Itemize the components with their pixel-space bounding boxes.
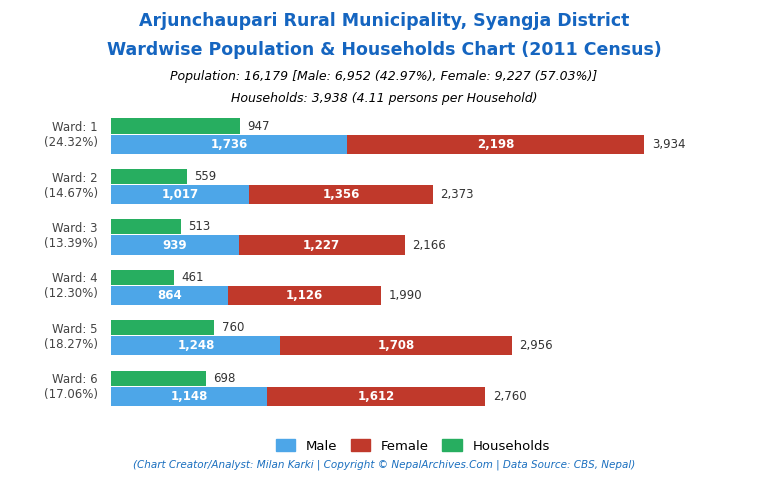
Bar [111, 169, 187, 184]
Text: 864: 864 [157, 289, 182, 302]
Bar [111, 371, 206, 386]
Text: Population: 16,179 [Male: 6,952 (42.97%), Female: 9,227 (57.03%)]: Population: 16,179 [Male: 6,952 (42.97%)… [170, 70, 598, 83]
Bar [111, 135, 346, 154]
Bar [228, 286, 381, 305]
Text: 947: 947 [247, 119, 270, 133]
Text: 1,248: 1,248 [177, 339, 214, 352]
Legend: Male, Female, Households: Male, Female, Households [270, 434, 555, 458]
Text: 2,760: 2,760 [493, 390, 526, 403]
Text: 559: 559 [194, 170, 217, 183]
Text: Wardwise Population & Households Chart (2011 Census): Wardwise Population & Households Chart (… [107, 41, 661, 59]
Text: 1,017: 1,017 [162, 188, 199, 201]
Bar [346, 135, 644, 154]
Text: 1,708: 1,708 [378, 339, 415, 352]
Text: (Chart Creator/Analyst: Milan Karki | Copyright © NepalArchives.Com | Data Sourc: (Chart Creator/Analyst: Milan Karki | Co… [133, 459, 635, 470]
Bar [111, 118, 240, 134]
Bar [239, 236, 405, 254]
Text: 461: 461 [181, 271, 204, 284]
Bar [111, 387, 267, 406]
Text: Ward: 3
(13.39%): Ward: 3 (13.39%) [44, 222, 98, 250]
Bar [111, 185, 249, 204]
Bar [267, 387, 485, 406]
Text: 1,990: 1,990 [389, 289, 422, 302]
Bar [111, 270, 174, 285]
Text: 1,356: 1,356 [323, 188, 359, 201]
Bar [280, 336, 511, 355]
Text: Ward: 4
(12.30%): Ward: 4 (12.30%) [44, 272, 98, 300]
Text: 939: 939 [163, 239, 187, 251]
Text: Ward: 1
(24.32%): Ward: 1 (24.32%) [44, 121, 98, 149]
Text: 2,198: 2,198 [477, 138, 514, 151]
Bar [111, 286, 228, 305]
Bar [111, 219, 180, 235]
Text: Ward: 6
(17.06%): Ward: 6 (17.06%) [44, 373, 98, 401]
Text: 1,126: 1,126 [286, 289, 323, 302]
Text: 2,373: 2,373 [440, 188, 474, 201]
Text: 3,934: 3,934 [652, 138, 685, 151]
Text: 1,148: 1,148 [170, 390, 208, 403]
Text: 1,227: 1,227 [303, 239, 340, 251]
Text: 2,956: 2,956 [519, 339, 553, 352]
Text: 1,612: 1,612 [357, 390, 395, 403]
Bar [111, 236, 239, 254]
Text: Arjunchaupari Rural Municipality, Syangja District: Arjunchaupari Rural Municipality, Syangj… [139, 12, 629, 31]
Bar [111, 336, 280, 355]
Text: Households: 3,938 (4.11 persons per Household): Households: 3,938 (4.11 persons per Hous… [230, 92, 538, 105]
Text: 1,736: 1,736 [210, 138, 247, 151]
Text: 698: 698 [214, 372, 236, 385]
Text: Ward: 2
(14.67%): Ward: 2 (14.67%) [44, 172, 98, 200]
Text: 2,166: 2,166 [412, 239, 446, 251]
Text: 760: 760 [222, 321, 244, 334]
Text: Ward: 5
(18.27%): Ward: 5 (18.27%) [44, 323, 98, 351]
Bar [111, 320, 214, 335]
Bar [249, 185, 433, 204]
Text: 513: 513 [188, 220, 210, 233]
